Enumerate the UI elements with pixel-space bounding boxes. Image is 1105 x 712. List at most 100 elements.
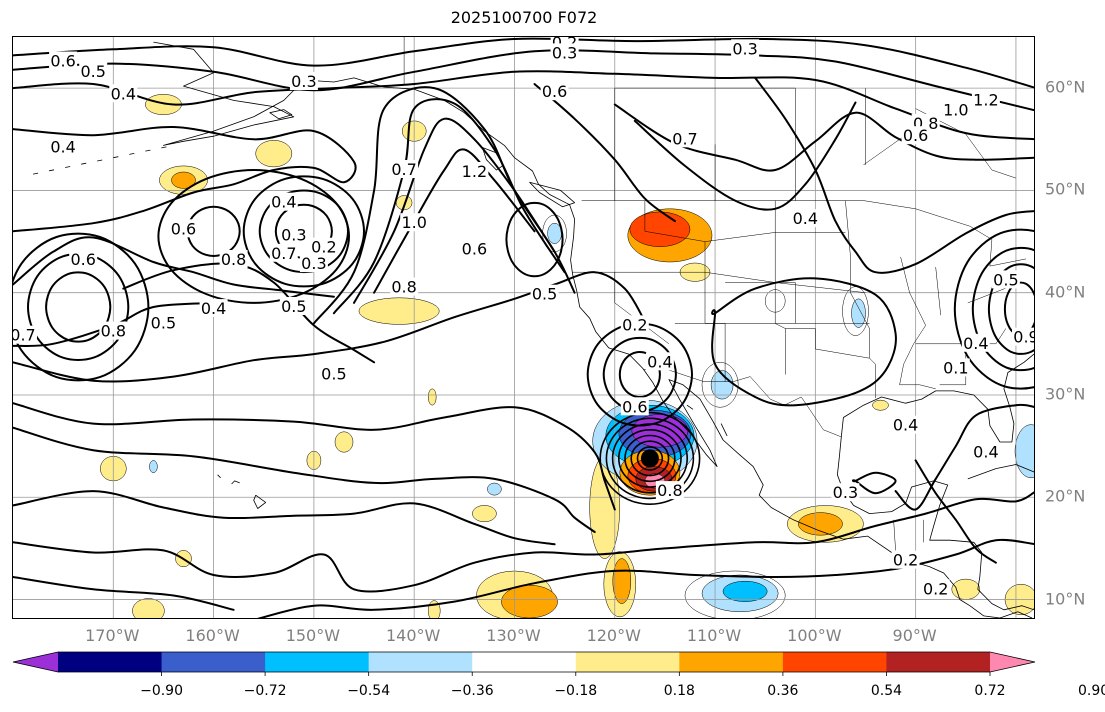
contour-label-bg: [69, 250, 98, 268]
border-15: [899, 256, 936, 390]
contour-label: 0.7: [13, 326, 36, 345]
contour-mid-2: [122, 262, 376, 364]
contour-label: 1.0: [943, 101, 968, 120]
storm-center-marker: [640, 449, 659, 468]
latitude-label: 10°N: [1045, 589, 1086, 609]
longitude-label: 150°W: [285, 626, 341, 645]
contour-label: 0.2: [311, 238, 336, 257]
contour-label: 0.6: [50, 52, 75, 71]
anomaly-fill-1: [629, 211, 691, 247]
contour-label: 0.4: [963, 334, 988, 353]
longitude-label: 110°W: [686, 626, 742, 645]
latitude-label: 40°N: [1045, 282, 1086, 302]
contour-sub-0: [13, 271, 646, 383]
contour-label-bg: [550, 43, 579, 62]
aleutian-island: [161, 146, 167, 149]
colorbar: [12, 651, 1036, 676]
aleutian-island: [129, 153, 135, 155]
contour-north-5: [633, 101, 857, 211]
border-6: [614, 272, 670, 344]
latitude-label: 20°N: [1045, 486, 1086, 506]
contour-label: 0.3: [732, 39, 757, 58]
aleutian-island: [49, 169, 55, 172]
contour-label: 0.4: [647, 352, 672, 371]
storm-ring-5: [618, 428, 682, 488]
colorbar-tick-label: 0.18: [663, 683, 695, 699]
contour-label: 1.2: [462, 162, 487, 181]
coastline-6: [253, 494, 267, 509]
contour-label: 0.1: [943, 358, 968, 377]
contour-north-6: [533, 83, 676, 223]
contour-label: 1.2: [973, 90, 998, 109]
contour-label: 0.2: [893, 551, 918, 570]
storm-ring-6: [611, 423, 689, 494]
contour-sub-6: [257, 538, 1034, 618]
longitude-label: 140°W: [385, 626, 441, 645]
contour-label: 0.8: [101, 322, 126, 341]
border-5: [572, 271, 866, 293]
coastline-2: [841, 353, 1034, 443]
latitude-label: 60°N: [1045, 77, 1086, 97]
anomaly-fill-42: [547, 222, 562, 244]
contour-label-bg: [169, 219, 198, 238]
aleutian-island: [81, 162, 87, 165]
colorbar-extend-max: [990, 652, 1035, 672]
contour-label: 0.2: [622, 315, 647, 334]
colorbar-segment: [679, 652, 784, 672]
colorbar-segment: [265, 652, 370, 672]
anomaly-fill-16: [501, 584, 558, 618]
aleutian-island: [113, 156, 119, 159]
anomaly-fill-12: [472, 505, 497, 523]
anomaly-fill-48: [149, 460, 158, 473]
border-9: [774, 200, 786, 375]
border-14: [915, 328, 1007, 345]
contour-sub-4: [13, 491, 1034, 593]
contour-label: 0.3: [301, 254, 326, 273]
colorbar-tick-label: −0.36: [450, 683, 494, 699]
contour-ridge-1: [332, 98, 566, 315]
border-13: [785, 328, 870, 359]
contour-lines: [13, 37, 1034, 618]
contour-gulf: [894, 403, 1034, 511]
anomaly-fill-25: [427, 388, 437, 406]
longitude-label: 120°W: [586, 626, 641, 645]
contour-gulf-low-2: [242, 175, 365, 288]
contour-label: 0.4: [111, 84, 136, 103]
coastline-4: [529, 181, 575, 208]
colorbar-tick-label: 0.36: [767, 683, 799, 699]
contour-label-bg: [971, 442, 1000, 461]
anomaly-fills: [100, 94, 1034, 618]
colorbar-segment: [886, 652, 991, 672]
colorbar-tick-label: 0.90: [1077, 683, 1105, 699]
map-title: 2025100700 F072: [450, 8, 598, 27]
coastline-7: [231, 480, 240, 485]
colorbar-segment: [575, 652, 680, 672]
contour-label-bg: [620, 315, 649, 334]
contour-gulf-outer: [157, 169, 350, 304]
colorbar-tick-label: −0.54: [347, 683, 391, 699]
contour-label-bg: [319, 364, 348, 383]
contour-north-2: [13, 70, 1034, 141]
contour-label-bg: [530, 284, 559, 303]
colorbar-tick-label: 0.54: [870, 683, 903, 699]
border-25: [915, 108, 1016, 179]
anomaly-fill-19: [612, 558, 632, 604]
contour-label-bg: [279, 297, 308, 315]
border-3: [893, 519, 896, 551]
border-12: [845, 200, 876, 399]
anomaly-fill-40: [722, 580, 768, 602]
colorbar-outline: [12, 651, 1036, 673]
contour-calif-low-1: [602, 336, 677, 413]
contour-label: 0.5: [532, 285, 557, 304]
anomaly-fill-14: [132, 598, 165, 618]
contour-label: 0.8: [221, 250, 246, 269]
contour-label: 0.6: [903, 126, 928, 145]
contour-label-bg: [279, 225, 308, 244]
coastline-11: [686, 404, 694, 410]
aleutian-island: [145, 149, 151, 152]
contour-north-4: [613, 103, 1034, 172]
contour-label: 0.5: [80, 62, 105, 81]
anomaly-fill-47: [1014, 424, 1034, 479]
contour-label-bg: [645, 352, 674, 371]
contour-label: 0.4: [50, 138, 75, 157]
